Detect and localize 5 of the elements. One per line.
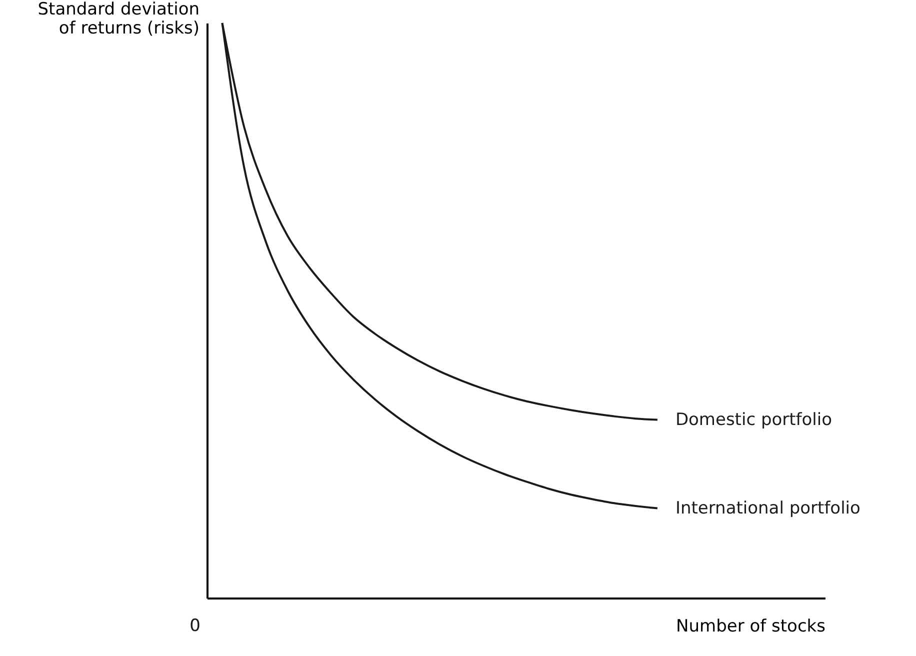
series-label: International portfolio bbox=[675, 498, 860, 518]
text: 0 bbox=[190, 616, 200, 636]
x-axis-title: Number of stocks bbox=[676, 616, 826, 636]
series-label: Domestic portfolio bbox=[675, 410, 832, 430]
y-axis-title: Standard deviation of returns (risks) bbox=[38, 0, 200, 38]
